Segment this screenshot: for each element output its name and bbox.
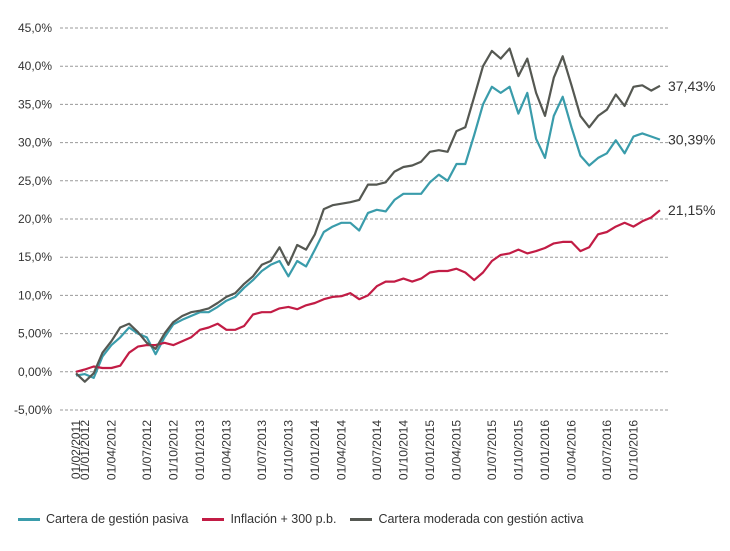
y-tick-label: -5,00% [14, 403, 52, 417]
x-tick-label: 01/07/2016 [600, 420, 614, 480]
y-tick-label: 20,0% [18, 212, 52, 226]
series-line-0 [75, 85, 661, 379]
legend-swatch-passive [18, 517, 40, 521]
y-tick-label: 25,0% [18, 174, 52, 188]
x-tick-label: 01/04/2013 [219, 420, 233, 480]
legend-swatch-active [350, 517, 373, 521]
legend-swatch-inflation [202, 517, 225, 521]
x-tick-label: 01/10/2014 [396, 420, 410, 480]
x-tick-label: 01/10/2015 [511, 420, 525, 480]
x-tick-label: 01/10/2016 [626, 420, 640, 480]
legend-label-inflation: Inflación + 300 p.b. [230, 512, 337, 526]
y-tick-label: 5,00% [18, 327, 52, 341]
x-tick-label: 01/07/2015 [485, 420, 499, 480]
x-tick-label: 01/07/2012 [140, 420, 154, 480]
legend-label-active: Cartera moderada con gestión activa [378, 512, 584, 526]
y-tick-label: 35,0% [18, 97, 52, 111]
x-tick-label: 01/07/2013 [255, 420, 269, 480]
y-tick-label: 45,0% [18, 21, 52, 35]
series-line-2 [75, 47, 661, 383]
series-line-1 [75, 209, 661, 373]
legend-label-passive: Cartera de gestión pasiva [46, 512, 189, 526]
x-tick-label: 01/01/2012 [78, 420, 92, 480]
x-tick-label: 01/04/2014 [334, 420, 348, 480]
x-tick-label: 01/02/2011 [69, 420, 83, 479]
y-tick-label: 40,0% [18, 59, 52, 73]
end-value-label: 37,43% [668, 78, 715, 94]
y-tick-label: 30,0% [18, 136, 52, 150]
x-tick-label: 01/10/2013 [281, 420, 295, 480]
y-tick-label: 15,0% [18, 250, 52, 264]
x-tick-label: 01/04/2015 [449, 420, 463, 480]
end-value-label: 30,39% [668, 132, 715, 148]
legend-item-active: Cartera moderada con gestión activa [350, 512, 583, 526]
y-tick-label: 10,0% [18, 288, 52, 302]
x-tick-label: 01/01/2014 [308, 420, 322, 480]
x-tick-label: 01/07/2014 [370, 420, 384, 480]
x-tick-label: 01/01/2015 [423, 420, 437, 480]
x-tick-label: 01/01/2013 [193, 420, 207, 480]
x-tick-label: 01/10/2012 [166, 420, 180, 480]
y-tick-label: 0,00% [18, 365, 52, 379]
legend-item-passive: Cartera de gestión pasiva [18, 512, 188, 526]
x-tick-label: 01/01/2016 [538, 420, 552, 480]
end-value-label: 21,15% [668, 202, 715, 218]
x-tick-label: 01/04/2016 [565, 420, 579, 480]
x-tick-label: 01/04/2012 [104, 420, 118, 480]
legend-item-inflation: Inflación + 300 p.b. [202, 512, 336, 526]
legend: Cartera de gestión pasiva Inflación + 30… [18, 512, 583, 526]
